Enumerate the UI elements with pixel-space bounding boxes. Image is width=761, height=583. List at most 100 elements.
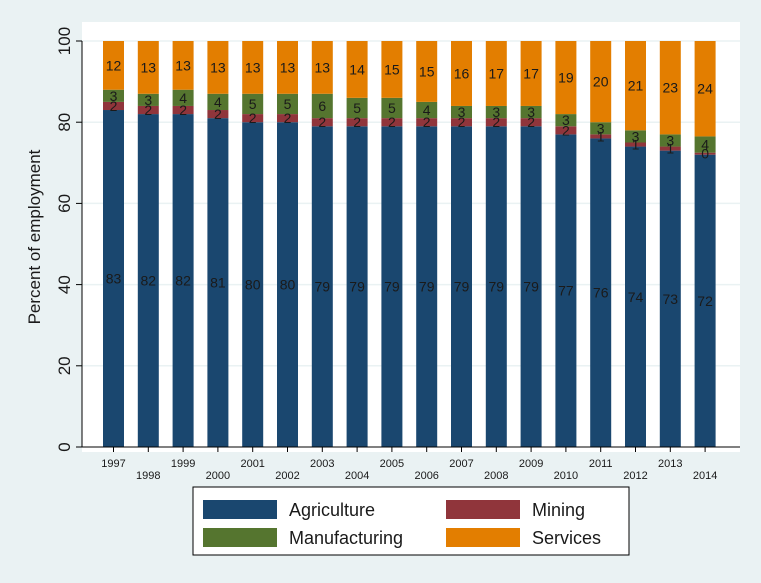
bar-mining-2013 (659, 146, 681, 151)
bar-mining-2007 (451, 118, 472, 127)
segment-label: 3 (110, 88, 118, 104)
y-axis: 0 20 40 60 80 100 (55, 27, 83, 452)
segment-label: 2 (423, 114, 431, 130)
segment-label: 3 (597, 120, 605, 136)
x-tick-label: 2001 (240, 458, 264, 470)
legend-label-agriculture: Agriculture (289, 500, 375, 520)
segment-label: 79 (315, 279, 331, 295)
segment-label: 3 (492, 104, 500, 120)
bar-manufacturing-2000 (207, 93, 229, 111)
bar-mining-1997 (103, 101, 124, 111)
bar-manufacturing-2012 (625, 130, 646, 143)
segment-label: 79 (419, 279, 435, 295)
segment-label: 74 (628, 289, 644, 305)
bar-mining-2010 (555, 126, 577, 135)
bar-mining-1999 (172, 105, 194, 115)
segment-label: 13 (245, 59, 261, 75)
y-axis-label: Percent of employment (25, 149, 44, 324)
x-tick-label: 1997 (101, 458, 125, 470)
bar-services-2000 (207, 41, 229, 94)
segment-label: 80 (280, 277, 296, 293)
bar-mining-1998 (137, 105, 159, 115)
segment-label: 13 (141, 59, 157, 75)
bar-services-2005 (381, 41, 403, 98)
segment-label: 2 (562, 122, 570, 138)
legend-label-manufacturing: Manufacturing (289, 528, 403, 548)
segment-label: 2 (388, 114, 396, 130)
segment-label: 2 (458, 114, 466, 130)
bar-manufacturing-2006 (416, 101, 438, 119)
bar-services-2012 (625, 41, 646, 131)
bar-agriculture-2001 (242, 122, 264, 447)
bar-agriculture-2013 (659, 150, 681, 447)
legend-swatch-services (446, 528, 520, 547)
bar-agriculture-2008 (485, 126, 507, 447)
bar-mining-2009 (520, 118, 542, 127)
bar-services-2006 (416, 41, 438, 102)
bar-services-2003 (311, 41, 333, 94)
bar-agriculture-2002 (277, 122, 298, 447)
segment-label: 5 (388, 100, 396, 116)
segment-label: 4 (701, 137, 709, 153)
bar-agriculture-2012 (625, 146, 646, 447)
bar-agriculture-2011 (590, 138, 612, 447)
bar-mining-2002 (277, 114, 298, 123)
bar-mining-2003 (311, 118, 333, 127)
bar-manufacturing-2001 (242, 93, 264, 115)
bar-services-1998 (137, 41, 159, 94)
x-tick-label: 2011 (589, 458, 613, 470)
bar-mining-2008 (485, 118, 507, 127)
segment-label: 3 (666, 132, 674, 148)
segment-label: 12 (106, 57, 122, 73)
segment-label: 3 (144, 92, 152, 108)
segment-label: 1 (597, 128, 605, 144)
segment-label: 0 (701, 146, 709, 162)
segment-label: 3 (458, 104, 466, 120)
bar-services-2008 (485, 41, 507, 106)
segment-label: 2 (110, 98, 118, 114)
segment-label: 76 (593, 285, 609, 301)
legend-label-mining: Mining (532, 500, 585, 520)
bar-agriculture-2010 (555, 134, 577, 447)
x-tick-label: 2012 (623, 470, 647, 482)
segment-label: 23 (663, 80, 679, 96)
bar-manufacturing-2014 (694, 136, 716, 153)
x-tick-label: 2007 (449, 458, 473, 470)
bar-manufacturing-2003 (311, 93, 333, 119)
bar-mining-2012 (625, 142, 646, 147)
x-tick-label: 2003 (310, 458, 334, 470)
segment-label: 1 (632, 137, 640, 153)
bar-manufacturing-1999 (172, 89, 194, 106)
bar-services-1999 (172, 41, 194, 90)
legend-swatch-manufacturing (203, 528, 277, 547)
bar-agriculture-2004 (346, 126, 368, 447)
segment-label: 79 (384, 279, 400, 295)
segment-label: 6 (318, 98, 326, 114)
bar-agriculture-2007 (451, 126, 472, 447)
x-tick-label: 2014 (693, 470, 717, 482)
segment-label: 79 (349, 279, 365, 295)
segment-label: 2 (179, 102, 187, 118)
bar-services-2013 (659, 41, 681, 135)
x-tick-label: 2002 (275, 470, 299, 482)
segment-label: 77 (558, 283, 574, 299)
bar-agriculture-2000 (207, 118, 229, 447)
segment-label: 17 (523, 65, 539, 81)
x-tick-label: 2009 (519, 458, 543, 470)
segment-label: 82 (141, 273, 157, 289)
x-tick-label: 2004 (345, 470, 369, 482)
segment-label: 20 (593, 74, 609, 90)
segment-label: 79 (489, 279, 505, 295)
bar-mining-2001 (242, 114, 264, 123)
bar-services-2002 (277, 41, 298, 94)
segment-label: 4 (179, 90, 187, 106)
segment-label: 4 (423, 102, 431, 118)
bar-manufacturing-1997 (103, 89, 124, 102)
segment-label: 2 (214, 106, 222, 122)
bar-manufacturing-2011 (590, 122, 612, 135)
bar-agriculture-2014 (694, 154, 716, 447)
segment-label: 73 (663, 291, 679, 307)
bar-agriculture-2006 (416, 126, 438, 447)
x-tick-label: 2008 (484, 470, 508, 482)
